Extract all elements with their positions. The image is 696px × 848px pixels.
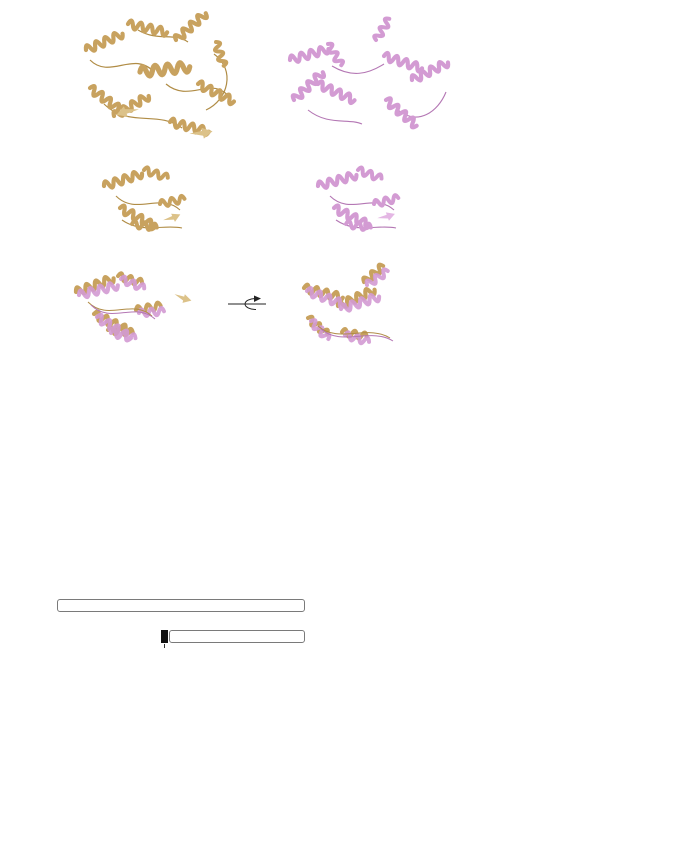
his-tag-box: [161, 630, 168, 643]
superposition-structure-front: [75, 270, 192, 342]
cwp8-monomer-structure: [103, 164, 188, 233]
rotation-axis-icon: [228, 295, 266, 310]
his-tag-pointer: [164, 644, 165, 648]
cd16-50l-monomer-structure: [317, 164, 402, 233]
cwp8-domain-bar: [57, 599, 305, 612]
binding-chart: [14, 676, 304, 838]
rmsd-chart: [28, 368, 673, 518]
protein-structures-art: [0, 0, 696, 348]
cwp8-oligomer-structure: [84, 10, 235, 139]
superposition-structure-rotated: [303, 261, 394, 348]
cd16-50l-oligomer-structure: [289, 14, 450, 129]
his-cwb2-domain-bar: [169, 630, 305, 643]
gel-panel: [312, 582, 696, 848]
secondary-structure-track: [83, 524, 640, 537]
